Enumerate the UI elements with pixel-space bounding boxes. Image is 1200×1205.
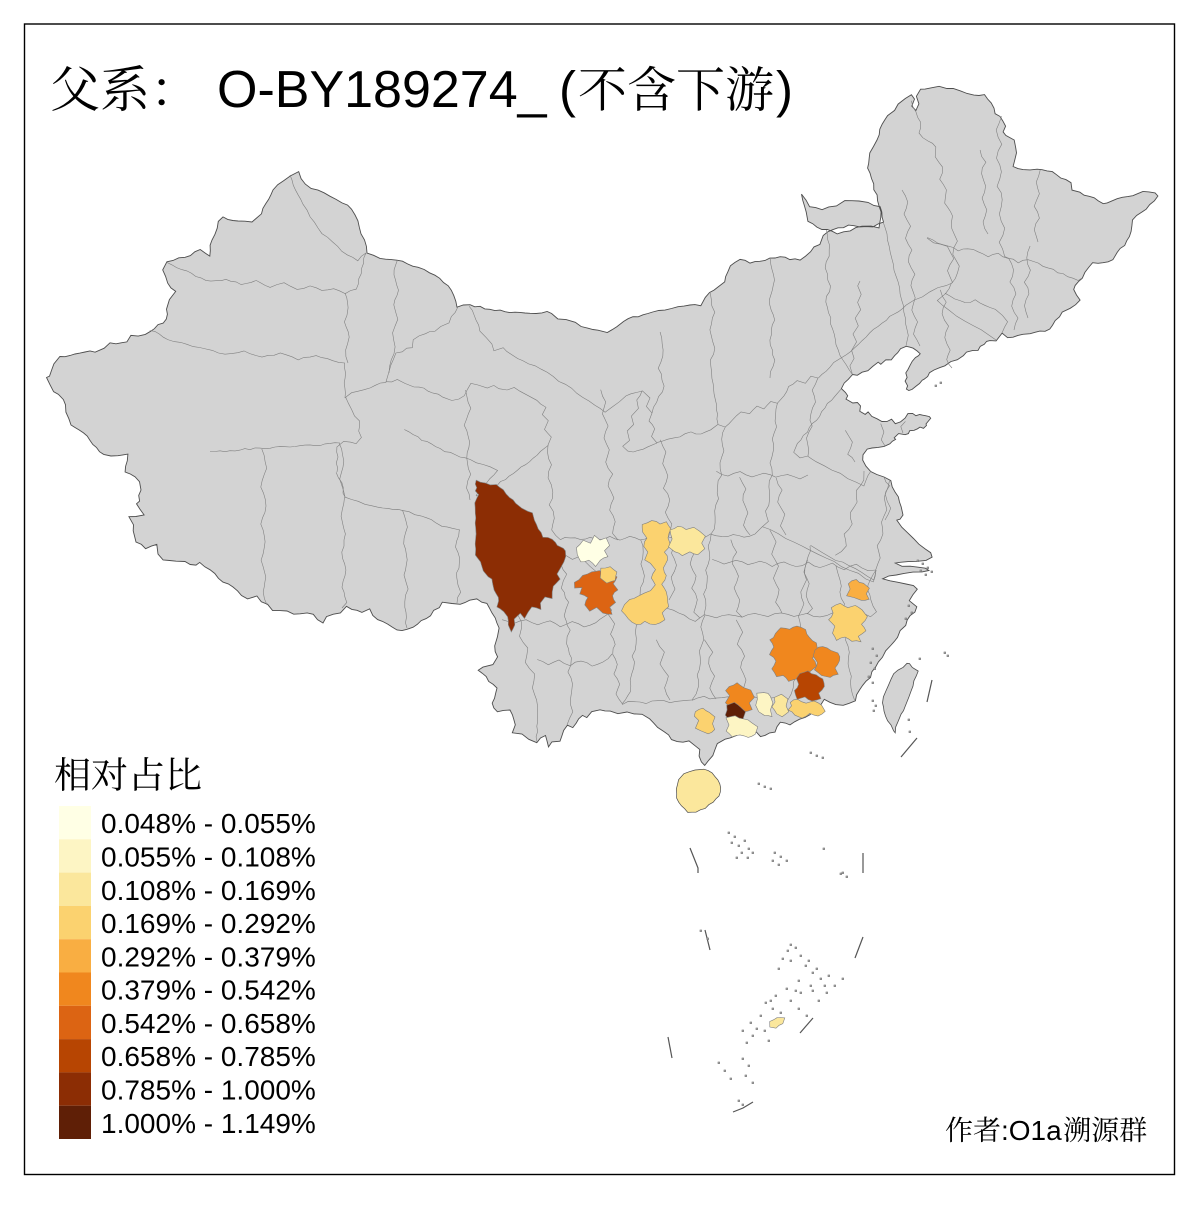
- svg-text:0.108% - 0.169%: 0.108% - 0.169%: [101, 875, 316, 906]
- svg-text:0.048% - 0.055%: 0.048% - 0.055%: [101, 808, 316, 839]
- svg-text::O1a: :O1a: [1001, 1115, 1062, 1146]
- svg-text:0.658% - 0.785%: 0.658% - 0.785%: [101, 1041, 316, 1072]
- svg-text:0.292% - 0.379%: 0.292% - 0.379%: [101, 941, 316, 972]
- svg-text:O-BY189274_: O-BY189274_: [217, 61, 548, 119]
- svg-text:(: (: [559, 61, 576, 118]
- svg-text:0.055% - 0.108%: 0.055% - 0.108%: [101, 841, 316, 872]
- svg-text:0.785% - 1.000%: 0.785% - 1.000%: [101, 1075, 316, 1106]
- svg-text:0.379% - 0.542%: 0.379% - 0.542%: [101, 975, 316, 1006]
- svg-text:): ): [776, 61, 793, 118]
- svg-text:0.542% - 0.658%: 0.542% - 0.658%: [101, 1008, 316, 1039]
- svg-text:1.000% - 1.149%: 1.000% - 1.149%: [101, 1108, 316, 1139]
- svg-text:0.169% - 0.292%: 0.169% - 0.292%: [101, 908, 316, 939]
